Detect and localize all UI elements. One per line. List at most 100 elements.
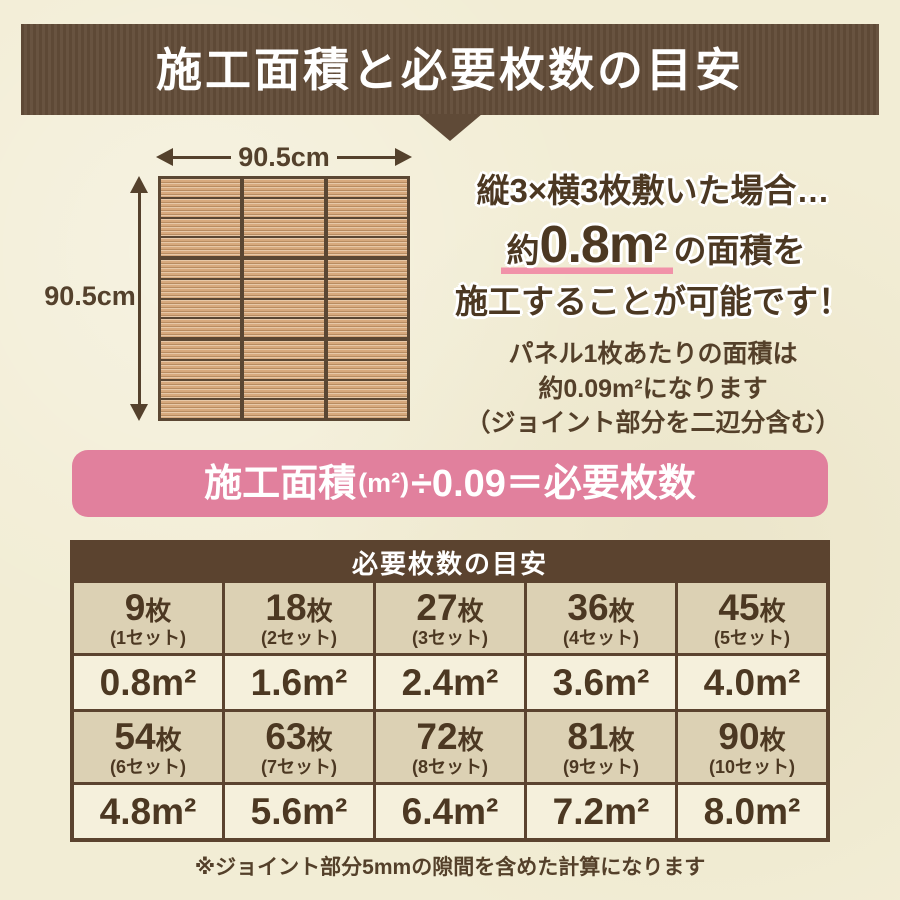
- info-line-1: 縦3×横3枚敷いた場合…: [476, 172, 830, 209]
- tile-slat: [161, 179, 241, 197]
- set-count: (6セット): [110, 757, 186, 777]
- tile-slat: [244, 279, 324, 298]
- sheet-count: 9: [124, 587, 146, 628]
- tile-slat: [161, 380, 241, 399]
- sheet-unit: 枚: [759, 725, 786, 755]
- sheet-count: 63: [265, 716, 307, 757]
- tile-slat: [161, 260, 241, 278]
- formula-part-1: 施工面積: [204, 462, 357, 505]
- table-cell-area: 6.4m²: [376, 785, 524, 838]
- set-count: (10セット): [708, 757, 795, 777]
- info-note-1: パネル1枚あたりの面積は: [508, 340, 798, 369]
- table-cell-sheets: 90 枚 (10セット): [678, 712, 826, 782]
- tile-panel: [244, 260, 324, 337]
- table-cell-sheets: 18 枚 (2セット): [225, 583, 373, 653]
- table-cell-sheets: 81 枚 (9セット): [527, 712, 675, 782]
- table-cell-area: 8.0m²: [678, 785, 826, 838]
- tile-slat: [161, 360, 241, 379]
- sheet-unit: 枚: [608, 596, 635, 626]
- tile-panel: [244, 341, 324, 418]
- set-count: (4セット): [563, 628, 639, 648]
- tile-panel: [327, 341, 407, 418]
- tile-slat: [244, 238, 324, 256]
- dimension-line: [173, 155, 232, 159]
- table-cell-area: 3.6m²: [527, 656, 675, 709]
- formula-banner: 施工面積 (m²) ÷0.09＝必要枚数: [72, 450, 828, 517]
- set-count: (1セット): [110, 628, 186, 648]
- tile-slat: [327, 380, 407, 399]
- tile-panel: [327, 179, 407, 256]
- pink-underline-highlight: 約0.8m2: [500, 216, 674, 275]
- arrow-up-icon: [130, 176, 148, 193]
- arrow-down-icon: [130, 404, 148, 421]
- tile-slat: [161, 218, 241, 237]
- sheet-count: 45: [718, 587, 760, 628]
- set-count: (5セット): [714, 628, 790, 648]
- tile-slat: [161, 299, 241, 318]
- height-dimension-label: 90.5cm: [44, 281, 136, 311]
- sheet-count: 18: [265, 587, 307, 628]
- formula-part-3: ÷0.09＝必要枚数: [411, 462, 696, 505]
- sheet-unit: 枚: [145, 596, 172, 626]
- sheet-count: 90: [718, 716, 760, 757]
- tile-slat: [244, 260, 324, 278]
- tile-slat: [327, 218, 407, 237]
- dimension-line: [137, 193, 141, 404]
- arrow-right-icon: [395, 148, 413, 166]
- sheet-unit: 枚: [608, 725, 635, 755]
- height-dimension-arrow: [126, 176, 152, 421]
- tile-panel: [327, 260, 407, 337]
- info-note-3: （ジョイント部分を二辺分含む）: [465, 409, 841, 438]
- tile-slat: [244, 360, 324, 379]
- tile-slat: [244, 198, 324, 217]
- tile-slat: [327, 238, 407, 256]
- table-cell-area: 0.8m²: [74, 656, 222, 709]
- tile-slat: [161, 341, 241, 359]
- tile-slat: [327, 400, 407, 418]
- tile-slat: [161, 319, 241, 337]
- table-cell-sheets: 63 枚 (7セット): [225, 712, 373, 782]
- tile-slat: [161, 238, 241, 256]
- tile-slat: [161, 279, 241, 298]
- tile-grid: [158, 176, 410, 421]
- tile-slat: [161, 198, 241, 217]
- tile-panel: [244, 179, 324, 256]
- emphasis-prefix: 約: [506, 232, 540, 270]
- sheet-unit: 枚: [759, 596, 786, 626]
- tile-slat: [327, 260, 407, 278]
- table-cell-area: 4.8m²: [74, 785, 222, 838]
- info-line-3: 施工することが可能です！: [455, 283, 851, 321]
- info-emphasis-line: 約0.8m2 の面積を: [443, 215, 863, 275]
- tile-slat: [327, 360, 407, 379]
- info-note-2: 約0.09m²になります: [538, 374, 768, 403]
- sheet-unit: 枚: [155, 725, 182, 755]
- table-cell-sheets: 72 枚 (8セット): [376, 712, 524, 782]
- tile-slat: [161, 400, 241, 418]
- set-count: (9セット): [563, 757, 639, 777]
- info-notes: パネル1枚あたりの面積は 約0.09m²になります （ジョイント部分を二辺分含む…: [443, 337, 863, 441]
- emphasis-superscript: 2: [654, 229, 668, 257]
- formula-unit: (m²): [358, 468, 410, 498]
- table-cell-sheets: 36 枚 (4セット): [527, 583, 675, 653]
- tile-slat: [327, 341, 407, 359]
- page-title: 施工面積と必要枚数の目安: [156, 43, 744, 96]
- sheet-count: 36: [567, 587, 609, 628]
- table-cell-area: 2.4m²: [376, 656, 524, 709]
- table-cell-area: 5.6m²: [225, 785, 373, 838]
- tile-slat: [327, 179, 407, 197]
- emphasis-value: 0.8m: [539, 216, 656, 275]
- sheet-count: 27: [416, 587, 458, 628]
- banner-pointer-triangle: [418, 114, 482, 141]
- sheet-unit: 枚: [306, 725, 333, 755]
- info-block: 縦3×横3枚敷いた場合… 約0.8m2 の面積を 施工することが可能です！ パネル…: [443, 170, 863, 441]
- sheet-unit: 枚: [306, 596, 333, 626]
- sheet-count: 72: [416, 716, 458, 757]
- joint-gap-footnote: ※ジョイント部分5mmの隙間を含めた計算になります: [194, 856, 706, 879]
- table-cell-sheets: 27 枚 (3セット): [376, 583, 524, 653]
- set-count: (2セット): [261, 628, 337, 648]
- set-count: (3セット): [412, 628, 488, 648]
- arrow-left-icon: [156, 148, 173, 166]
- table-cell-area: 7.2m²: [527, 785, 675, 838]
